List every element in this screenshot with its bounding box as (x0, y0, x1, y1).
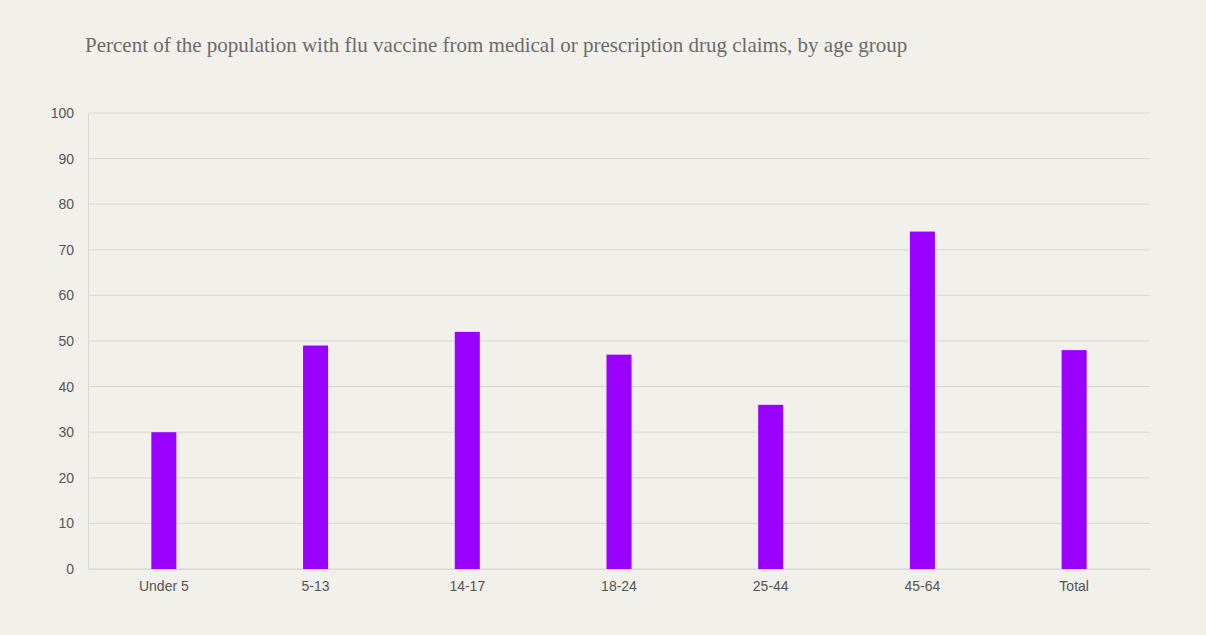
y-tick-label: 40 (58, 379, 74, 395)
y-tick-label: 90 (58, 151, 74, 167)
bar (606, 355, 631, 569)
y-tick: 10 (58, 515, 88, 531)
x-tick-label: 14-17 (449, 578, 485, 594)
y-axis: 0 10 20 30 40 50 60 70 80 90 100 (51, 105, 89, 577)
bars (151, 232, 1086, 569)
grid (88, 113, 1150, 569)
grid-line (88, 295, 1150, 296)
y-tick-label: 0 (66, 561, 74, 577)
y-tick-label: 10 (58, 515, 74, 531)
y-tick: 100 (51, 105, 88, 121)
x-tick: Under 5 (139, 569, 189, 594)
background (0, 0, 1206, 635)
y-tick: 20 (58, 470, 88, 486)
y-tick: 90 (58, 151, 88, 167)
bar (758, 405, 783, 569)
y-tick: 60 (58, 287, 88, 303)
x-tick: 5-13 (302, 569, 330, 594)
bar (455, 332, 480, 569)
grid-line (88, 341, 1150, 342)
y-axis-line (88, 114, 89, 570)
x-tick-label: 5-13 (302, 578, 330, 594)
x-tick-label: 25-44 (753, 578, 789, 594)
y-tick: 50 (58, 333, 88, 349)
y-tick-label: 80 (58, 196, 74, 212)
x-tick-label: Total (1059, 578, 1089, 594)
y-tick: 30 (58, 424, 88, 440)
x-tick-label: 45-64 (905, 578, 941, 594)
title: Percent of the population with flu vacci… (85, 33, 907, 57)
y-tick-label: 20 (58, 470, 74, 486)
grid-line (88, 249, 1150, 250)
x-tick-label: Under 5 (139, 578, 189, 594)
x-tick: 14-17 (449, 569, 485, 594)
y-tick: 70 (58, 242, 88, 258)
bar (1062, 350, 1087, 569)
grid-line (88, 158, 1150, 159)
y-tick-label: 30 (58, 424, 74, 440)
bar (303, 346, 328, 569)
y-tick-label: 100 (51, 105, 75, 121)
plot: 0 10 20 30 40 50 60 70 80 90 100 Under 5 5-13 14-17 18… (51, 105, 1151, 594)
bar (910, 232, 935, 569)
bar (151, 432, 176, 569)
grid-line (88, 113, 1150, 114)
y-tick-label: 70 (58, 242, 74, 258)
grid-line (88, 204, 1150, 205)
x-axis-line (89, 569, 1151, 570)
x-tick-label: 18-24 (601, 578, 637, 594)
y-tick-label: 60 (58, 287, 74, 303)
x-tick: 18-24 (601, 569, 637, 594)
x-tick: 45-64 (905, 569, 941, 594)
y-tick-label: 50 (58, 333, 74, 349)
x-axis: Under 5 5-13 14-17 18-24 25-44 45-64 Total (89, 569, 1151, 594)
y-tick: 0 (66, 561, 88, 577)
y-tick: 80 (58, 196, 88, 212)
y-tick: 40 (58, 379, 88, 395)
chart: Percent of the population with flu vacci… (0, 0, 1206, 635)
x-tick: 25-44 (753, 569, 789, 594)
x-tick: Total (1059, 569, 1089, 594)
